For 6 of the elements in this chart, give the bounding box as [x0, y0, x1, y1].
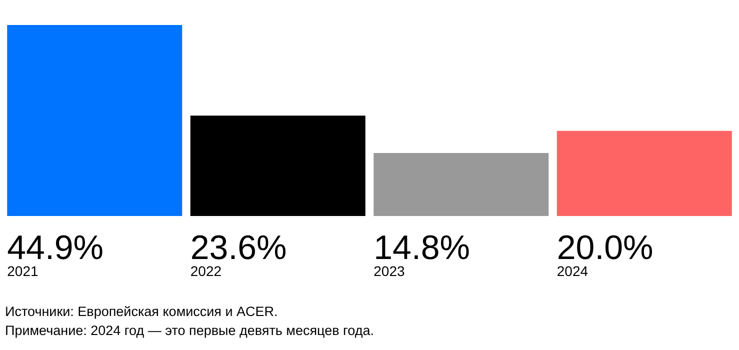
- bar: [556, 130, 732, 216]
- bar: [374, 153, 549, 216]
- bar: [190, 116, 366, 216]
- text: Примечание: 2024 год — это первые девять месяцев года.: [5, 322, 374, 340]
- bar: [7, 25, 182, 216]
- text: Источники: Европейская комиссия и ACER.: [5, 303, 279, 321]
